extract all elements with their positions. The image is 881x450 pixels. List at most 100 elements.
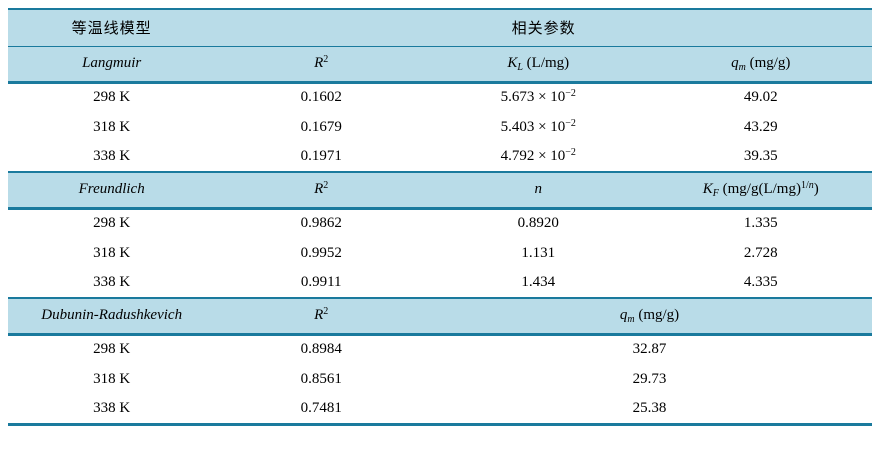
cell-text: q <box>731 55 739 71</box>
cell-text: (mg/g) <box>745 55 791 71</box>
superscript-text: 2 <box>323 180 329 192</box>
cell-text: 0.8920 <box>517 215 559 232</box>
param-header-cell: KF (mg/g(L/mg)1/n) <box>649 171 872 210</box>
temperature-cell: 338 K <box>8 394 216 424</box>
data-row: 338 K 0.1971 4.792 × 10−2 39.35 <box>8 142 872 172</box>
data-row: 298 K 0.9862 0.8920 1.335 <box>8 208 872 238</box>
model-name-cell: Freundlich <box>8 171 216 210</box>
cell-text: 29.73 <box>632 370 667 387</box>
value-cell: 0.1602 <box>215 82 428 112</box>
value-cell: 0.7481 <box>215 394 428 424</box>
superscript-text: 2 <box>323 306 329 318</box>
cell-text: (mg/g) <box>634 307 680 324</box>
model-name-cell: Dubunin-Radushkevich <box>8 297 216 336</box>
temperature-cell: 298 K <box>8 334 216 364</box>
table-body: Langmuir R2 KL (L/mg) qm (mg/g) 298 K 0.1602 5… <box>8 46 872 424</box>
cell-text: 0.8984 <box>300 341 342 358</box>
superscript-text: 2 <box>323 54 329 65</box>
value-cell: 5.403 × 10−2 <box>427 112 650 142</box>
temperature-cell: 298 K <box>8 82 216 112</box>
cell-text: n <box>534 181 543 198</box>
value-cell: 1.335 <box>649 208 872 238</box>
superscript-text: −2 <box>565 147 576 158</box>
value-cell: 29.73 <box>427 364 872 394</box>
cell-text: 0.9911 <box>300 274 342 290</box>
value-cell: 49.02 <box>649 82 872 112</box>
param-header-cell: n <box>427 171 650 210</box>
section-header-row: Freundlich R2 n KF (mg/g(L/mg)1/n) <box>8 171 872 210</box>
param-header-cell: R2 <box>215 46 428 84</box>
superscript-text: −2 <box>565 88 576 100</box>
cell-text: 43.29 <box>743 118 778 135</box>
value-cell: 0.8984 <box>215 334 428 364</box>
cell-text: R <box>314 181 324 198</box>
superscript-text: 1/ <box>800 180 809 192</box>
cell-text: R <box>314 307 324 324</box>
data-row: 318 K 0.1679 5.403 × 10−2 43.29 <box>8 112 872 142</box>
model-name-cell: Langmuir <box>8 46 216 84</box>
data-row: 318 K 0.8561 29.73 <box>8 364 872 394</box>
subscript-text: m <box>627 314 635 326</box>
value-cell: 2.728 <box>649 238 872 268</box>
cell-text: 32.87 <box>632 341 667 358</box>
section-header-row: Dubunin-Radushkevich R2 qm (mg/g) <box>8 297 872 336</box>
value-cell: 4.792 × 10−2 <box>427 142 650 172</box>
subscript-text: F <box>712 188 719 200</box>
cell-text: ) <box>813 181 819 198</box>
cell-text: 39.35 <box>743 148 778 164</box>
superscript-text: n <box>808 180 814 192</box>
cell-text: 1.434 <box>521 274 556 290</box>
cell-text: q <box>619 307 628 324</box>
isotherm-parameters-table: 等温线模型 相关参数 Langmuir R2 KL (L/mg) qm (mg/g) 2… <box>8 8 872 426</box>
cell-text: 0.1679 <box>300 118 342 135</box>
cell-text: 0.9952 <box>300 244 342 261</box>
param-header-cell: qm (mg/g) <box>427 297 872 336</box>
value-cell: 39.35 <box>649 142 872 172</box>
param-header-cell: R2 <box>215 171 428 210</box>
parameters-column-header: 相关参数 <box>215 9 872 47</box>
data-row: 298 K 0.1602 5.673 × 10−2 49.02 <box>8 82 872 112</box>
cell-text: 0.1602 <box>300 89 342 106</box>
cell-text: K <box>702 181 713 198</box>
cell-text: 1.335 <box>743 215 778 232</box>
temperature-cell: 338 K <box>8 268 216 298</box>
cell-text: 49.02 <box>743 89 778 106</box>
isotherm-model-column-header: 等温线模型 <box>8 9 216 47</box>
cell-text: 1.131 <box>521 244 556 261</box>
subscript-text: m <box>738 62 746 73</box>
superscript-text: −2 <box>565 117 576 129</box>
value-cell: 0.9911 <box>215 268 428 298</box>
temperature-cell: 318 K <box>8 364 216 394</box>
cell-text: 0.9862 <box>300 215 342 232</box>
cell-text: R <box>314 55 324 71</box>
value-cell: 0.1679 <box>215 112 428 142</box>
value-cell: 4.335 <box>649 268 872 298</box>
value-cell: 0.8561 <box>215 364 428 394</box>
cell-text: 0.7481 <box>300 399 342 416</box>
value-cell: 0.1971 <box>215 142 428 172</box>
section-header-row: Langmuir R2 KL (L/mg) qm (mg/g) <box>8 46 872 84</box>
data-row: 338 K 0.9911 1.434 4.335 <box>8 268 872 298</box>
value-cell: 32.87 <box>427 334 872 364</box>
param-header-cell: R2 <box>215 297 428 336</box>
cell-text: (mg/g(L/mg) <box>718 181 801 198</box>
temperature-cell: 338 K <box>8 142 216 172</box>
cell-text: 25.38 <box>632 399 667 416</box>
param-header-cell: qm (mg/g) <box>649 46 872 84</box>
value-cell: 5.673 × 10−2 <box>427 82 650 112</box>
data-row: 298 K 0.8984 32.87 <box>8 334 872 364</box>
data-row: 338 K 0.7481 25.38 <box>8 394 872 424</box>
cell-text: 5.673 × 10 <box>500 89 566 106</box>
value-cell: 43.29 <box>649 112 872 142</box>
temperature-cell: 298 K <box>8 208 216 238</box>
cell-text: 2.728 <box>743 244 778 261</box>
param-header-cell: KL (L/mg) <box>427 46 650 84</box>
table-top-header-row: 等温线模型 相关参数 <box>8 9 872 47</box>
cell-text: 5.403 × 10 <box>500 118 566 135</box>
data-row: 318 K 0.9952 1.131 2.728 <box>8 238 872 268</box>
cell-text: 0.8561 <box>300 370 342 387</box>
temperature-cell: 318 K <box>8 238 216 268</box>
value-cell: 0.9862 <box>215 208 428 238</box>
cell-text: 4.335 <box>743 274 778 290</box>
